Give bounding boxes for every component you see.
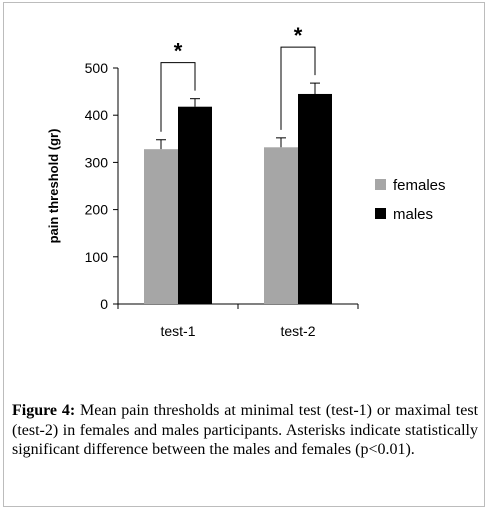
- legend-label-females: females: [393, 177, 446, 194]
- caption-label: Figure 4:: [12, 402, 76, 419]
- y-axis-label: pain threshold (gr): [46, 129, 61, 244]
- x-tick-label: test-2: [280, 323, 315, 339]
- y-tick-label: 0: [100, 296, 108, 312]
- bar-chart: pain threshold (gr) 0 100 200 300 400 500 test…: [46, 23, 446, 339]
- y-tick-label: 300: [85, 154, 109, 170]
- legend-label-males: males: [393, 206, 433, 223]
- figure-caption: Figure 4: Mean pain thresholds at minima…: [12, 401, 478, 460]
- significance-asterisk: *: [174, 39, 183, 64]
- y-tick-label: 200: [85, 202, 109, 218]
- bar-females: [144, 149, 178, 304]
- significance-bracket: [160, 62, 196, 132]
- x-tick-label: test-1: [160, 323, 195, 339]
- y-tick-label: 100: [85, 249, 109, 265]
- bar-males: [178, 106, 212, 304]
- y-tick-label: 400: [85, 107, 109, 123]
- bar-females: [264, 147, 298, 304]
- y-tick-label: 500: [85, 60, 109, 76]
- bar-males: [298, 93, 332, 305]
- caption-text: Mean pain thresholds at minimal test (te…: [12, 402, 479, 458]
- figure-frame: [3, 2, 485, 507]
- significance-bracket: [280, 46, 316, 130]
- significance-asterisk: *: [294, 23, 303, 48]
- legend-swatch-females: [375, 179, 386, 190]
- legend-swatch-males: [375, 208, 386, 219]
